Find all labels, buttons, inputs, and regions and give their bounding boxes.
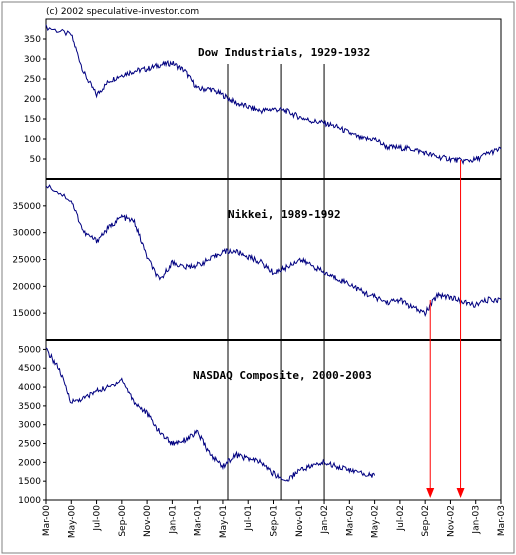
y-tick-label: 15000 — [12, 309, 41, 319]
x-tick-label: Sep-01 — [270, 505, 280, 537]
y-axis-ticks: 50 100 150 200 250 300 350 15000 20000 25000 30000… — [12, 35, 46, 506]
panel-title-dow: Dow Industrials, 1929-1932 — [198, 46, 370, 59]
y-tick-label: 100 — [24, 135, 41, 145]
y-tick-label: 25000 — [12, 256, 41, 266]
y-tick-label: 1000 — [18, 496, 41, 506]
series-line-dow — [45, 24, 502, 166]
x-tick-label: Nov-02 — [446, 505, 456, 537]
x-tick-label: Jan-03 — [472, 505, 482, 535]
y-tick-label: 2000 — [18, 458, 41, 468]
y-tick-label: 35000 — [12, 202, 41, 212]
red-arrow-head — [456, 488, 465, 498]
x-tick-label: Mar-02 — [345, 505, 355, 536]
red-arrows — [426, 160, 465, 498]
x-tick-label: Mar-01 — [194, 505, 204, 536]
x-tick-label: Jul-02 — [396, 505, 406, 532]
x-tick-label: Nov-00 — [143, 505, 153, 537]
y-tick-label: 20000 — [12, 282, 41, 292]
x-tick-label: May-02 — [371, 505, 381, 538]
y-tick-label: 300 — [24, 55, 41, 65]
y-tick-label: 50 — [30, 155, 42, 165]
x-tick-label: May-01 — [219, 505, 229, 538]
y-tick-label: 2500 — [18, 440, 41, 450]
series-line-nikkei — [45, 184, 502, 318]
y-tick-label: 350 — [24, 35, 41, 45]
y-tick-label: 5000 — [18, 345, 41, 355]
red-arrow-head — [426, 488, 435, 498]
y-tick-label: 4500 — [18, 364, 41, 374]
x-tick-label: Mar-03 — [497, 505, 507, 536]
panel-title-nikkei: Nikkei, 1989-1992 — [228, 208, 341, 221]
x-tick-label: Mar-00 — [42, 505, 52, 536]
y-tick-label: 200 — [24, 95, 41, 105]
x-tick-label: Nov-01 — [295, 505, 305, 537]
plot-area — [45, 18, 502, 501]
x-tick-label: Sep-00 — [118, 505, 128, 537]
y-tick-label: 150 — [24, 115, 41, 125]
y-tick-label: 4000 — [18, 383, 41, 393]
x-tick-label: Sep-02 — [421, 505, 431, 537]
y-tick-label: 30000 — [12, 229, 41, 239]
x-tick-label: Jul-00 — [93, 505, 103, 532]
x-tick-label: Jul-01 — [244, 505, 254, 532]
panel-title-nasdaq: NASDAQ Composite, 2000-2003 — [193, 369, 372, 382]
x-tick-label: Jan-01 — [168, 505, 178, 535]
series-line-nasdaq — [45, 347, 376, 482]
x-tick-label: Jan-02 — [320, 505, 330, 535]
vertical-markers — [227, 64, 325, 500]
x-tick-label: May-00 — [67, 505, 77, 538]
y-tick-label: 3500 — [18, 402, 41, 412]
x-axis-ticks: Mar-00 May-00 Jul-00 Sep-00 Nov-00 Jan-01 Mar-… — [42, 500, 507, 538]
y-tick-label: 250 — [24, 75, 41, 85]
y-tick-label: 1500 — [18, 477, 41, 487]
copyright-text: (c) 2002 speculative-investor.com — [46, 7, 199, 17]
y-tick-label: 3000 — [18, 421, 41, 431]
series-lines — [45, 24, 502, 482]
